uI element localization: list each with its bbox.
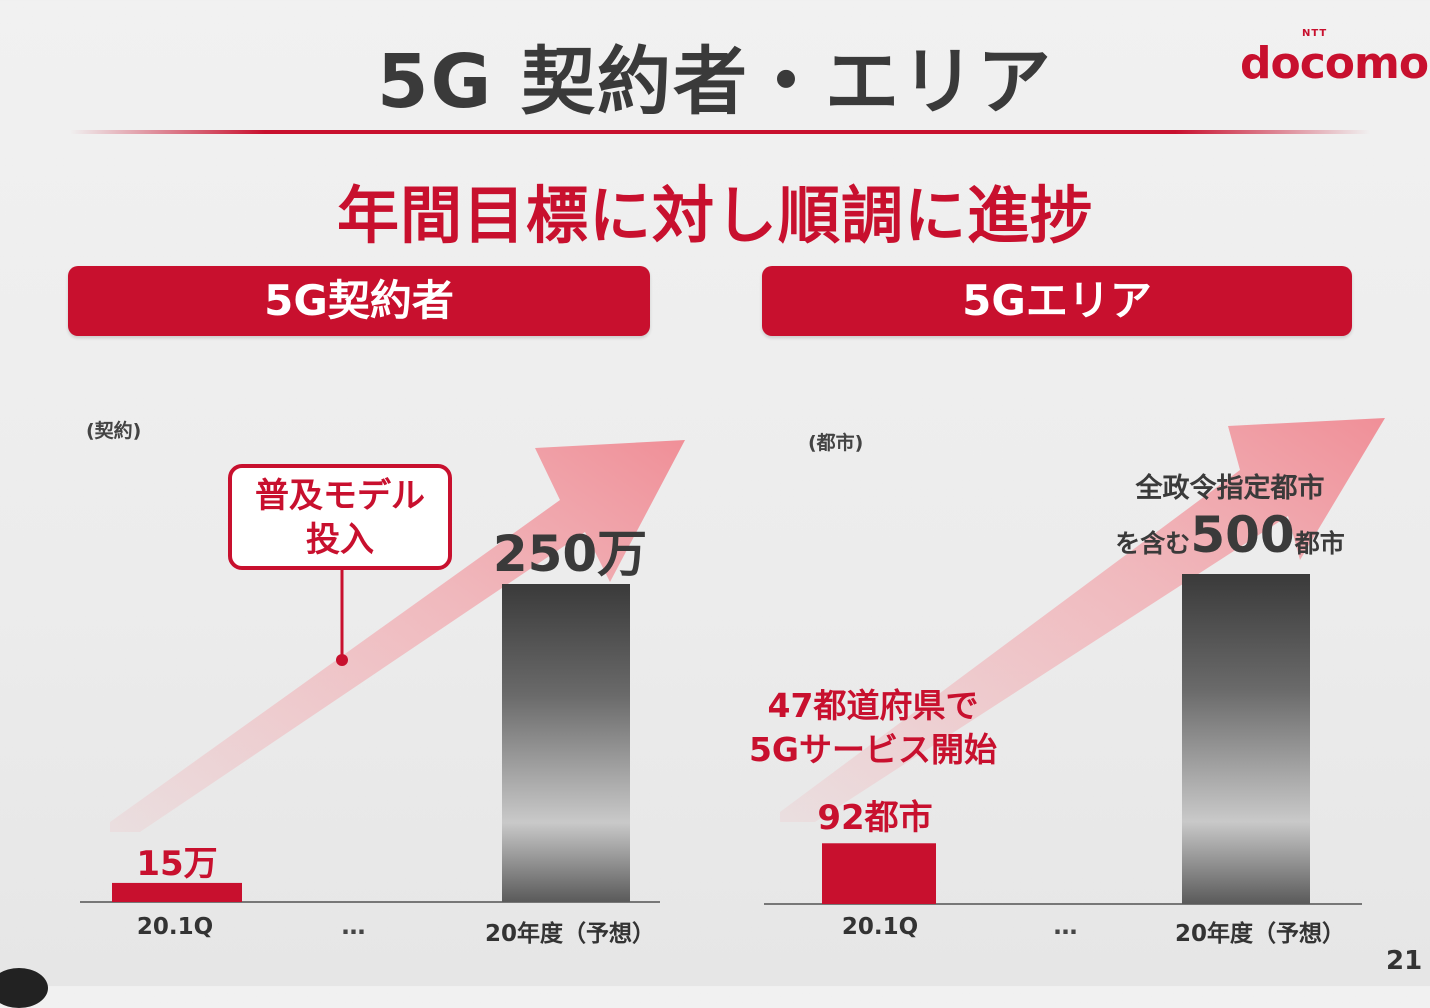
popular-model-callout: 普及モデル 投入	[228, 464, 452, 570]
area-note-47-prefectures: 47都道府県で 5Gサービス開始	[738, 684, 1008, 772]
subscribers-panel-header: 5G契約者	[68, 266, 650, 336]
area-note-line-1: 47都道府県で	[767, 686, 979, 725]
bar-area-forecast	[1182, 574, 1310, 904]
bar-subscribers-forecast	[502, 584, 630, 902]
logo-ntt-text: NTT	[1302, 28, 1328, 39]
area-note-designated-cities: 全政令指定都市	[1135, 473, 1325, 504]
tick-label-subscribers-20-1q: 20.1Q	[136, 914, 214, 940]
ellipsis-left: …	[341, 912, 369, 940]
area-forecast-value: を含む500都市	[1100, 506, 1360, 564]
bar-value-label-subscribers-20-1q: 15万	[136, 844, 218, 884]
callout-line-1: 普及モデル	[255, 476, 425, 516]
title-divider	[70, 130, 1370, 134]
bar-subscribers-20-1q	[112, 882, 242, 902]
page-number: 21	[1386, 946, 1423, 976]
tick-label-area-forecast: 20年度（予想）	[1174, 921, 1345, 947]
subscribers-unit-label: (契約)	[86, 420, 142, 442]
growth-arrow-left	[110, 440, 685, 832]
area-chart	[764, 418, 1385, 905]
ellipsis-right: …	[1053, 912, 1081, 940]
area-unit-label: (都市)	[808, 432, 864, 454]
bar-value-label-area-20-1q: 92都市	[817, 798, 933, 838]
cursor-indicator	[0, 968, 48, 1008]
area-note-line-2: 5Gサービス開始	[748, 730, 998, 769]
callout-pointer-dot	[336, 654, 348, 666]
callout-line-2: 投入	[306, 520, 374, 560]
area-forecast-number: 500	[1190, 506, 1295, 564]
page-title: 5G 契約者・エリア	[377, 39, 1053, 125]
area-forecast-prefix: を含む	[1115, 529, 1191, 558]
area-panel-header: 5Gエリア	[762, 266, 1352, 336]
tick-label-subscribers-forecast: 20年度（予想）	[484, 921, 655, 947]
growth-arrow-right	[780, 418, 1385, 822]
charts-canvas	[80, 418, 1385, 905]
tick-label-area-20-1q: 20.1Q	[841, 914, 919, 940]
logo-brand-text: docomo	[1240, 38, 1429, 89]
bar-area-20-1q	[822, 843, 936, 904]
bar-value-label-subscribers-forecast: 250万	[492, 525, 648, 583]
headline: 年間目標に対し順調に進捗	[336, 179, 1093, 252]
subscribers-chart	[80, 440, 685, 903]
area-forecast-suffix: 都市	[1294, 529, 1345, 558]
docomo-logo: NTT docomo	[1240, 28, 1429, 98]
